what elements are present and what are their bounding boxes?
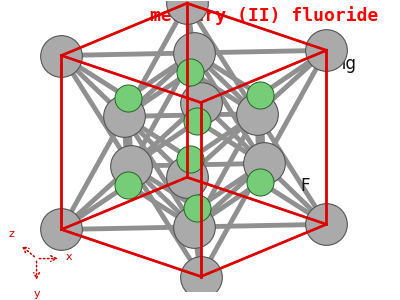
Point xyxy=(194,119,201,124)
Point xyxy=(187,69,194,74)
Point xyxy=(184,175,190,180)
Text: Hg: Hg xyxy=(334,55,357,73)
Point xyxy=(184,1,190,6)
Point xyxy=(124,95,131,100)
Text: y: y xyxy=(33,289,40,299)
Point xyxy=(191,50,197,55)
Point xyxy=(323,48,330,53)
Text: mercury (II) fluoride: mercury (II) fluoride xyxy=(150,7,378,26)
Point xyxy=(194,206,201,211)
Point xyxy=(254,111,260,116)
Text: x: x xyxy=(66,252,72,262)
Text: z: z xyxy=(9,229,15,239)
Point xyxy=(187,156,194,161)
Point xyxy=(121,114,128,119)
Text: F: F xyxy=(300,177,310,195)
Point xyxy=(323,222,330,227)
Point xyxy=(128,164,134,168)
Point xyxy=(257,180,263,184)
Point xyxy=(191,224,197,229)
Point xyxy=(58,53,65,58)
Point xyxy=(124,182,131,187)
Point xyxy=(198,100,204,105)
Point xyxy=(198,274,204,279)
Point xyxy=(257,93,263,98)
Point xyxy=(58,227,65,232)
Point xyxy=(260,161,267,166)
